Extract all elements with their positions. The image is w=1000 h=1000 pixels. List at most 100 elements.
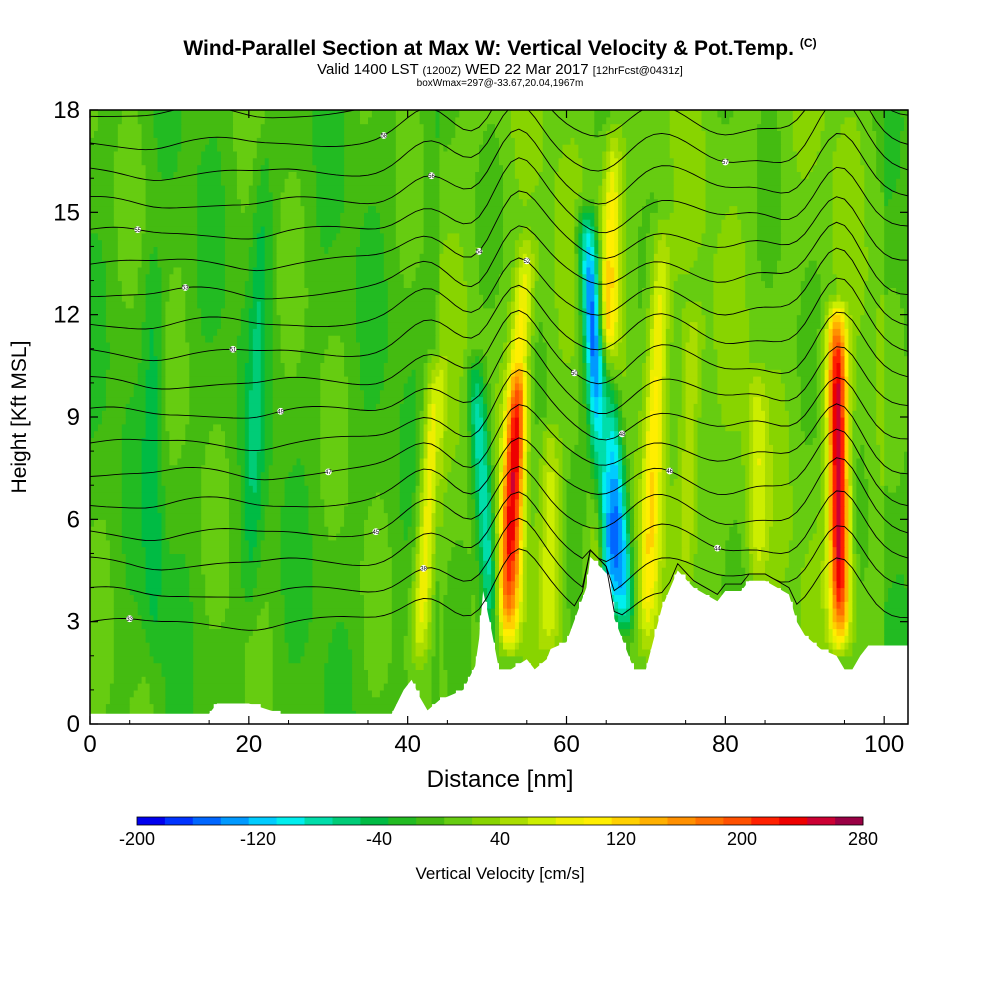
velocity-cell	[435, 614, 441, 623]
velocity-cell	[419, 457, 425, 466]
velocity-cell	[598, 539, 603, 548]
velocity-cell	[471, 519, 476, 527]
velocity-cell	[189, 362, 238, 370]
velocity-cell	[594, 403, 599, 411]
velocity-cell	[435, 587, 441, 595]
velocity-cell	[864, 307, 877, 316]
velocity-cell	[773, 471, 790, 479]
velocity-cell	[788, 546, 810, 554]
velocity-cell	[475, 498, 480, 507]
velocity-cell	[451, 457, 468, 466]
velocity-cell	[816, 328, 822, 336]
velocity-cell	[522, 526, 528, 534]
velocity-cell	[435, 539, 456, 548]
velocity-cell	[360, 573, 393, 582]
velocity-cell	[773, 512, 794, 520]
velocity-cell	[554, 294, 576, 302]
velocity-cell	[594, 376, 599, 384]
velocity-cell	[352, 696, 401, 705]
velocity-cell	[240, 546, 250, 554]
velocity-cell	[645, 655, 651, 664]
velocity-cell	[860, 573, 865, 582]
velocity-cell	[622, 437, 627, 445]
velocity-cell	[653, 191, 675, 200]
velocity-cell	[578, 362, 583, 370]
velocity-cell	[90, 348, 111, 357]
velocity-cell	[280, 191, 302, 200]
velocity-cell	[844, 437, 850, 445]
velocity-cell	[804, 560, 822, 568]
velocity-cell	[701, 232, 718, 241]
velocity-cell	[753, 464, 766, 473]
velocity-cell	[884, 560, 908, 568]
velocity-cell	[439, 369, 444, 377]
velocity-cell	[522, 621, 540, 630]
velocity-cell	[669, 451, 679, 459]
velocity-cell	[415, 519, 421, 527]
velocity-cell	[229, 594, 246, 602]
velocity-cell	[840, 294, 865, 302]
velocity-cell	[598, 198, 603, 207]
velocity-cell	[475, 423, 484, 432]
velocity-cell	[399, 505, 413, 514]
velocity-cell	[304, 219, 317, 227]
velocity-cell	[141, 451, 159, 459]
velocity-cell	[653, 389, 659, 398]
velocity-cell	[169, 273, 182, 282]
velocity-cell	[554, 573, 560, 582]
velocity-cell	[765, 539, 770, 548]
velocity-cell	[109, 539, 123, 548]
velocity-cell	[630, 621, 635, 630]
velocity-cell	[161, 294, 170, 302]
velocity-cell	[661, 533, 667, 541]
velocity-cell	[272, 430, 321, 438]
velocity-cell	[510, 608, 516, 616]
velocity-cell	[876, 314, 885, 323]
velocity-cell	[487, 430, 492, 438]
velocity-cell	[479, 533, 484, 541]
velocity-cell	[856, 539, 869, 548]
velocity-cell	[443, 621, 472, 630]
velocity-cell	[189, 573, 206, 582]
velocity-cell	[165, 301, 186, 309]
velocity-cell	[387, 676, 409, 684]
velocity-cell	[626, 287, 639, 295]
velocity-cell	[356, 321, 389, 329]
velocity-cell	[503, 553, 508, 561]
velocity-cell	[244, 655, 274, 664]
velocity-cell	[439, 580, 448, 589]
velocity-cell	[356, 314, 389, 323]
velocity-cell	[169, 294, 186, 302]
velocity-cell	[252, 219, 274, 227]
velocity-cell	[479, 382, 484, 391]
velocity-cell	[145, 676, 167, 684]
velocity-cell	[638, 280, 647, 288]
velocity-cell	[796, 321, 822, 329]
velocity-cell	[645, 560, 655, 568]
velocity-cell	[602, 369, 607, 377]
velocity-cell	[622, 198, 627, 207]
velocity-cell	[113, 608, 139, 616]
velocity-cell	[749, 539, 754, 548]
velocity-cell	[884, 417, 908, 425]
velocity-cell	[197, 191, 226, 200]
velocity-cell	[653, 587, 659, 595]
velocity-cell	[514, 560, 520, 568]
velocity-cell	[316, 219, 341, 227]
velocity-cell	[622, 580, 627, 589]
velocity-cell	[165, 307, 186, 316]
velocity-cell	[526, 451, 532, 459]
velocity-cell	[622, 403, 643, 411]
velocity-cell	[586, 369, 591, 377]
velocity-cell	[431, 492, 437, 500]
velocity-cell	[844, 512, 850, 520]
velocity-cell	[423, 219, 441, 227]
velocity-cell	[427, 642, 433, 650]
velocity-cell	[645, 335, 651, 343]
velocity-cell	[264, 232, 274, 241]
velocity-cell	[848, 369, 853, 377]
velocity-cell	[610, 526, 619, 534]
velocity-cell	[538, 567, 544, 575]
velocity-cell	[364, 539, 389, 548]
velocity-cell	[594, 239, 599, 247]
